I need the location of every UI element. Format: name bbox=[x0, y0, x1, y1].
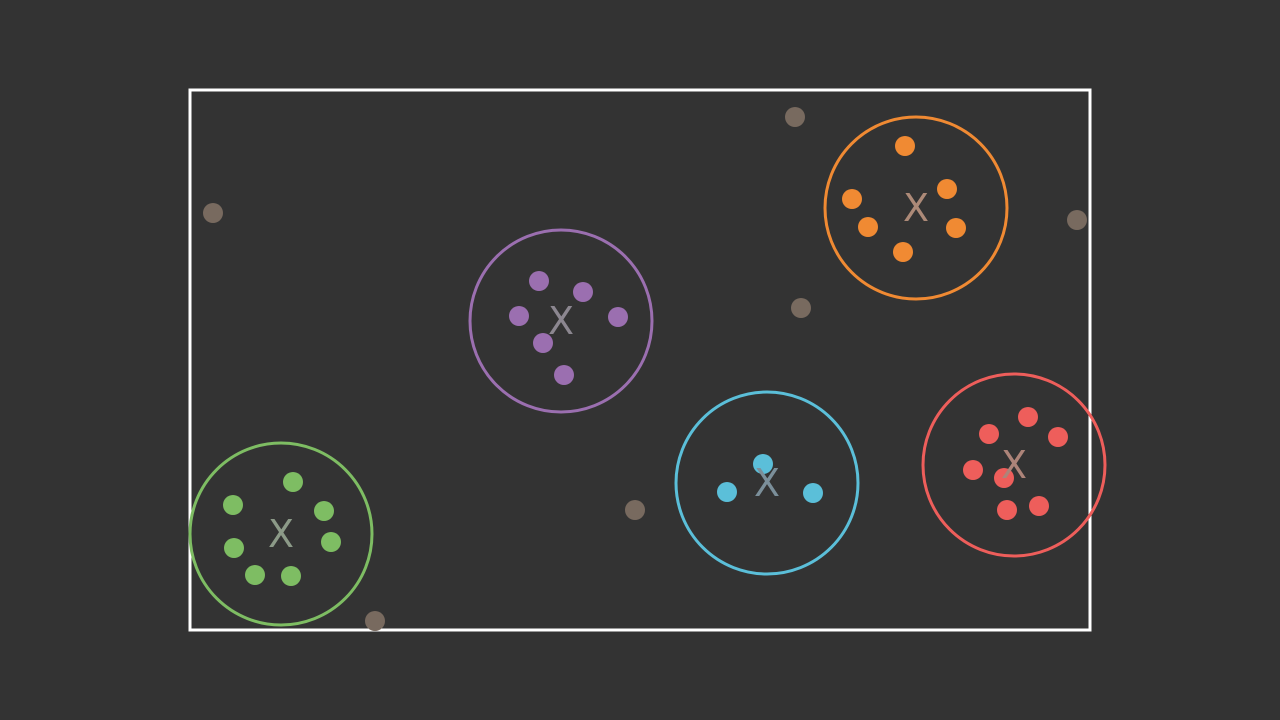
cluster-point-orange bbox=[858, 217, 878, 237]
clusters-layer: X X X X X bbox=[190, 117, 1105, 625]
cluster-point-green bbox=[245, 565, 265, 585]
noise-point bbox=[625, 500, 645, 520]
cluster-point-cyan bbox=[803, 483, 823, 503]
cluster-point-orange bbox=[842, 189, 862, 209]
cluster-cyan: X bbox=[676, 392, 858, 574]
cluster-purple: X bbox=[470, 230, 652, 412]
cluster-orange: X bbox=[825, 117, 1007, 299]
cluster-point-purple bbox=[573, 282, 593, 302]
cluster-point-orange bbox=[893, 242, 913, 262]
centroid-marker-cyan: X bbox=[754, 461, 780, 505]
cluster-point-green bbox=[224, 538, 244, 558]
cluster-point-orange bbox=[946, 218, 966, 238]
cluster-point-red bbox=[1048, 427, 1068, 447]
cluster-point-purple bbox=[529, 271, 549, 291]
cluster-point-red bbox=[997, 500, 1017, 520]
cluster-point-red bbox=[979, 424, 999, 444]
cluster-point-red bbox=[1029, 496, 1049, 516]
cluster-point-red bbox=[963, 460, 983, 480]
noise-point bbox=[791, 298, 811, 318]
centroid-marker-purple: X bbox=[548, 299, 574, 343]
cluster-point-green bbox=[283, 472, 303, 492]
cluster-red: X bbox=[923, 374, 1105, 556]
cluster-point-green bbox=[314, 501, 334, 521]
centroid-marker-orange: X bbox=[903, 186, 929, 230]
cluster-point-orange bbox=[895, 136, 915, 156]
cluster-point-cyan bbox=[717, 482, 737, 502]
cluster-green: X bbox=[190, 443, 372, 625]
centroid-marker-red: X bbox=[1001, 443, 1027, 487]
cluster-point-green bbox=[281, 566, 301, 586]
cluster-point-green bbox=[321, 532, 341, 552]
cluster-point-red bbox=[1018, 407, 1038, 427]
noise-point bbox=[365, 611, 385, 631]
noise-point bbox=[1067, 210, 1087, 230]
cluster-point-green bbox=[223, 495, 243, 515]
cluster-point-purple bbox=[509, 306, 529, 326]
centroid-marker-green: X bbox=[268, 512, 294, 556]
cluster-point-purple bbox=[554, 365, 574, 385]
noise-point bbox=[785, 107, 805, 127]
cluster-point-purple bbox=[608, 307, 628, 327]
noise-point bbox=[203, 203, 223, 223]
cluster-point-orange bbox=[937, 179, 957, 199]
